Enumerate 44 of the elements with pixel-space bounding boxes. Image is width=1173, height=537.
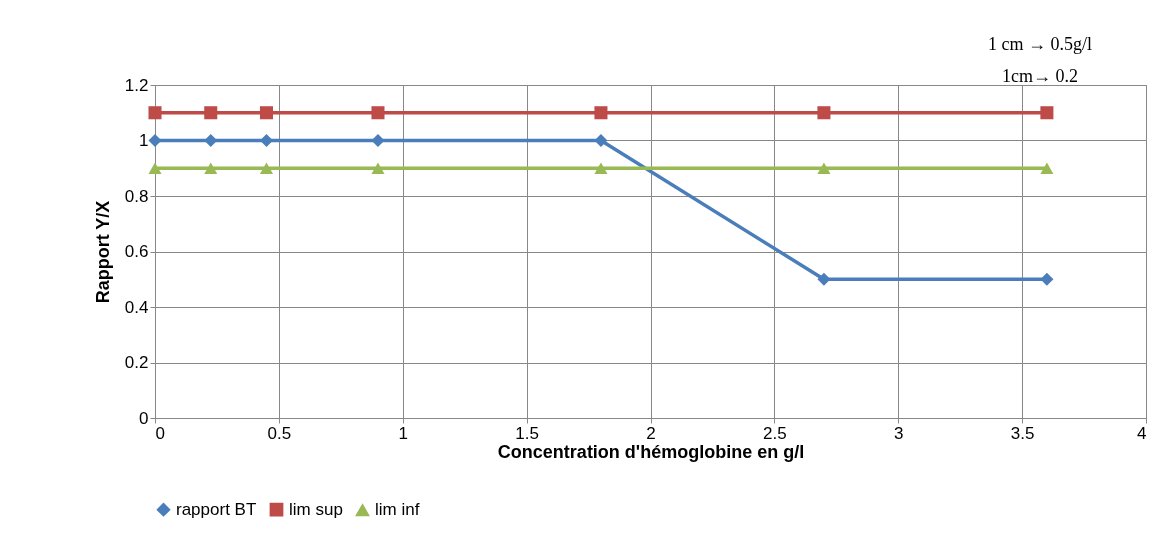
point xyxy=(371,162,385,174)
point xyxy=(148,106,162,120)
point xyxy=(594,133,608,148)
point xyxy=(594,162,608,174)
text: 1 cm → 0.5g/l xyxy=(988,34,1092,54)
point xyxy=(1040,162,1054,174)
x-axis-title: Concentration d'hémoglobine en g/l xyxy=(497,441,805,462)
x-tick-label: 0 xyxy=(155,423,165,443)
point xyxy=(259,162,274,174)
y-axis-title: Rapport Y/X xyxy=(92,200,113,304)
x-tick-label: 1.5 xyxy=(515,423,539,443)
y-tick-label: 1.2 xyxy=(124,75,149,95)
x-tick-label: 3 xyxy=(894,423,904,443)
x-tick-label: 1 xyxy=(398,423,408,443)
y-tick-label: 0.8 xyxy=(124,186,149,206)
legend-label: lim inf xyxy=(375,500,420,520)
x-tick-label: 2 xyxy=(646,423,656,443)
point xyxy=(259,133,274,148)
legend-label: lim sup xyxy=(289,499,343,519)
point xyxy=(371,133,385,148)
point xyxy=(204,162,218,174)
point xyxy=(594,106,608,120)
point xyxy=(371,106,385,120)
point xyxy=(1040,272,1054,286)
x-tick-label: 4 xyxy=(1137,423,1147,443)
point xyxy=(817,162,831,174)
y-tick-label: 0.2 xyxy=(124,353,149,372)
x-tick-label: 3.5 xyxy=(1010,423,1035,443)
y-tick-label: 0.4 xyxy=(124,297,149,317)
point xyxy=(204,133,218,148)
legend-label: rapport BT xyxy=(176,499,257,519)
point xyxy=(817,272,831,286)
x-tick-label: 2.5 xyxy=(763,423,787,443)
point xyxy=(817,106,831,120)
point xyxy=(1040,106,1054,120)
y-tick-label: 0.6 xyxy=(124,242,149,261)
y-tick-label: 1 xyxy=(139,131,149,150)
y-tick-label: 0 xyxy=(139,408,149,428)
x-tick-label: 0.5 xyxy=(267,423,292,443)
point xyxy=(148,162,162,174)
point xyxy=(204,106,218,120)
point xyxy=(259,106,274,120)
point xyxy=(148,133,162,148)
annotation: 1cm→ 0.2 xyxy=(1002,66,1078,86)
